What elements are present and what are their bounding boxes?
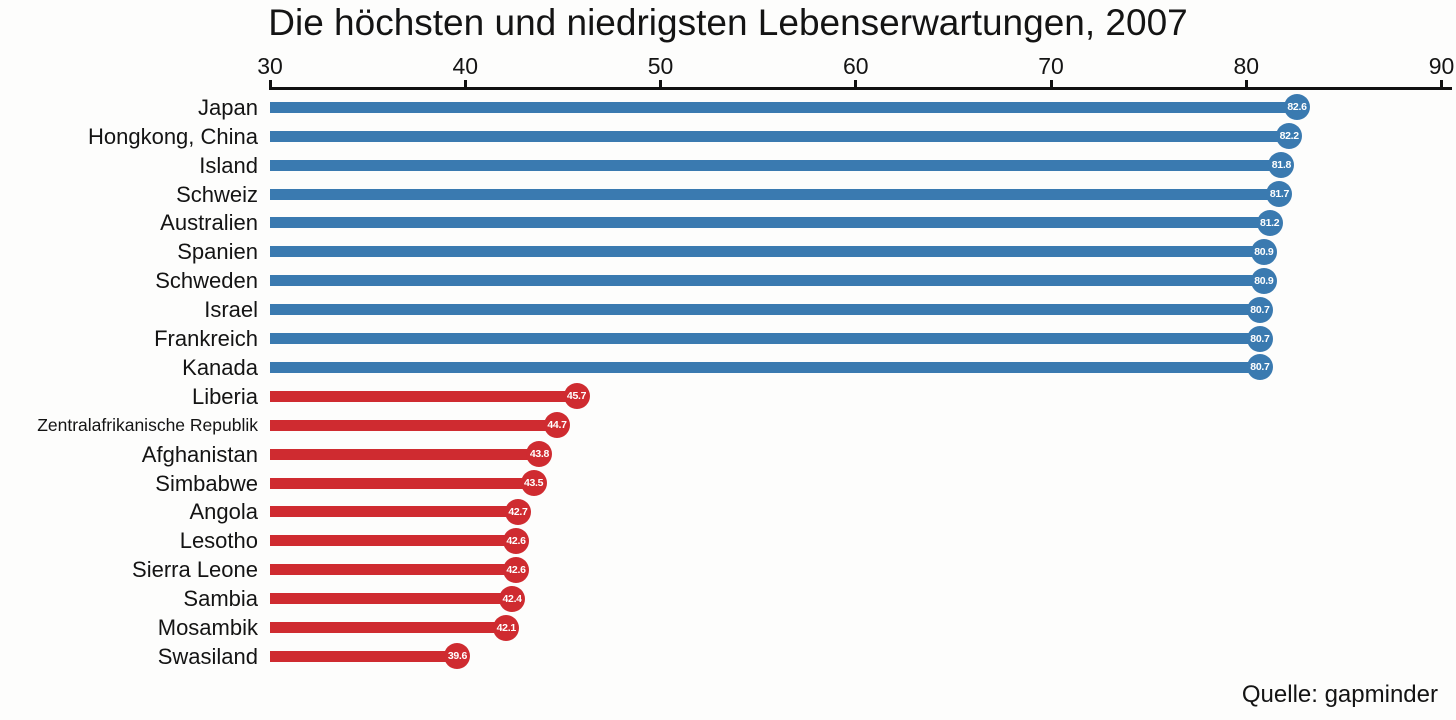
- value-dot: 42.4: [499, 585, 526, 612]
- chart-row: Kanada 80.7: [0, 353, 1456, 382]
- category-label: Sierra Leone: [132, 557, 258, 583]
- category-label: Schweiz: [176, 181, 258, 207]
- category-label: Kanada: [182, 354, 258, 380]
- category-label: Mosambik: [157, 615, 258, 640]
- chart-row: Sierra Leone 42.6: [0, 555, 1456, 584]
- category-label: Afghanistan: [141, 441, 258, 467]
- chart-row: Simbabwe 43.5: [0, 469, 1456, 498]
- value-dot: 39.6: [444, 643, 471, 670]
- chart-row: Schweiz 81.7: [0, 180, 1456, 209]
- value-dot: 81.7: [1266, 181, 1293, 207]
- axis-tick-mark: [854, 80, 858, 88]
- bar: [270, 159, 1282, 171]
- axis-tick-mark: [268, 80, 272, 88]
- chart-row: Hongkong, China 82.2: [0, 122, 1456, 151]
- chart-row: Liberia 45.7: [0, 382, 1456, 411]
- axis-tick-label: 50: [647, 53, 674, 79]
- chart-row: Schweden 80.9: [0, 266, 1456, 295]
- category-label: Spanien: [177, 239, 258, 265]
- chart-row: Island 81.8: [0, 151, 1456, 180]
- category-label: Swasiland: [157, 643, 258, 669]
- category-label: Hongkong, China: [87, 123, 258, 149]
- category-label: Liberia: [191, 383, 258, 409]
- value-dot: 80.7: [1246, 354, 1273, 381]
- bar: [270, 333, 1260, 344]
- value-dot: 80.7: [1246, 325, 1273, 352]
- category-label: Frankreich: [154, 326, 258, 351]
- category-label: Japan: [198, 94, 258, 120]
- bar: [270, 188, 1280, 200]
- axis-tick-label: 90: [1428, 53, 1455, 79]
- value-dot: 82.2: [1276, 123, 1303, 150]
- category-label: Simbabwe: [155, 470, 258, 496]
- axis-tick-mark: [1049, 80, 1053, 88]
- axis-tick-label: 40: [452, 53, 479, 79]
- category-label: Sambia: [183, 586, 258, 612]
- category-label: Lesotho: [179, 528, 258, 554]
- value-dot: 44.7: [544, 412, 571, 439]
- chart-row: Spanien 80.9: [0, 237, 1456, 266]
- chart-row: Lesotho 42.6: [0, 526, 1456, 555]
- value-dot: 80.9: [1250, 267, 1277, 294]
- chart-row: Angola 42.7: [0, 497, 1456, 526]
- chart-row: Sambia 42.4: [0, 584, 1456, 613]
- value-dot: 42.6: [503, 556, 529, 583]
- bar: [270, 130, 1290, 142]
- value-dot: 43.5: [520, 470, 547, 496]
- bar: [270, 390, 577, 402]
- value-dot: 42.7: [504, 498, 531, 525]
- axis-tick-mark: [1440, 80, 1443, 88]
- bar: [270, 535, 516, 547]
- value-dot: 81.8: [1268, 152, 1295, 179]
- value-dot: 45.7: [563, 383, 590, 410]
- bar: [270, 477, 534, 489]
- value-dot: 80.9: [1250, 238, 1277, 265]
- chart-row: Swasiland 39.6: [0, 642, 1456, 671]
- bar: [270, 448, 540, 460]
- chart-row: Mosambik 42.1: [0, 613, 1456, 642]
- chart-row: Afghanistan 43.8: [0, 440, 1456, 469]
- value-dot: 42.6: [503, 527, 529, 554]
- axis-tick-mark: [463, 80, 467, 88]
- value-dot: 42.1: [493, 614, 520, 641]
- bar: [270, 650, 458, 662]
- bar: [270, 246, 1264, 258]
- axis-tick-mark: [659, 80, 662, 88]
- value-dot: 80.7: [1246, 296, 1273, 323]
- bar: [270, 275, 1264, 287]
- bar: [270, 622, 507, 633]
- chart-row: Israel 80.7: [0, 295, 1456, 324]
- category-label: Israel: [204, 297, 258, 323]
- category-label: Schweden: [155, 268, 258, 294]
- axis-tick-label: 70: [1038, 53, 1064, 79]
- chart-title: Die höchsten und niedrigsten Lebenserwar…: [268, 2, 1188, 43]
- axis-tick-label: 60: [842, 53, 869, 79]
- axis-tick-label: 80: [1233, 53, 1260, 79]
- chart-row: Zentralafrikanische Republik 44.7: [0, 411, 1456, 440]
- bar: [270, 101, 1297, 113]
- bar: [270, 593, 513, 605]
- axis-tick-label: 30: [257, 53, 283, 79]
- category-label: Angola: [189, 499, 258, 525]
- category-label: Zentralafrikanische Republik: [37, 414, 258, 435]
- chart-row: Japan 82.6: [0, 93, 1456, 122]
- x-axis-line: [269, 87, 1452, 90]
- source-label: Quelle: gapminder: [1241, 681, 1438, 708]
- chart-row: Frankreich 80.7: [0, 324, 1456, 353]
- value-dot: 81.2: [1256, 209, 1283, 236]
- chart-row: Australien 81.2: [0, 208, 1456, 237]
- value-dot: 43.8: [526, 441, 553, 468]
- bar: [270, 304, 1260, 316]
- bar: [270, 506, 518, 518]
- bar: [270, 419, 558, 431]
- axis-tick-mark: [1244, 80, 1248, 88]
- bar: [270, 217, 1270, 229]
- category-label: Australien: [160, 210, 258, 236]
- bar: [270, 361, 1260, 373]
- bar: [270, 564, 516, 576]
- value-dot: 82.6: [1284, 94, 1310, 121]
- category-label: Island: [199, 152, 258, 178]
